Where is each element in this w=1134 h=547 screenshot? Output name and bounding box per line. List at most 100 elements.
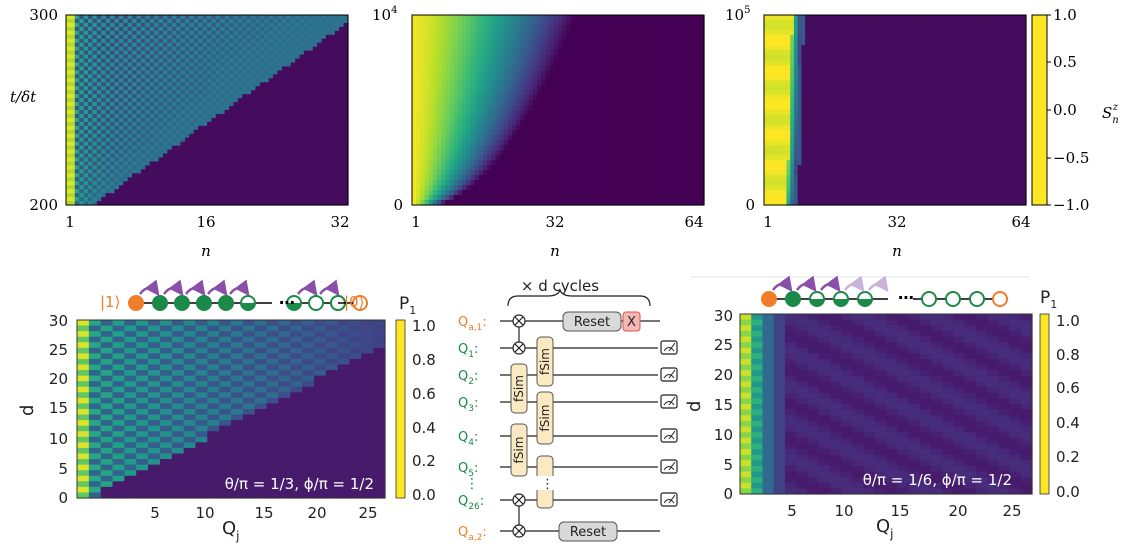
heatmap-cell [101,165,107,170]
heatmap-cell [88,181,94,186]
heatmap-cell [334,145,340,151]
heatmap-cell [583,100,588,106]
heatmap-cell [290,165,296,170]
heatmap-cell [88,161,94,167]
heatmap-cell [220,177,226,182]
heatmap-cell [211,86,217,91]
heatmap-cell [246,42,252,48]
heatmap-cell [321,30,327,36]
heatmap-cell [566,35,572,41]
heatmap-cell [516,50,522,56]
heatmap-cell [193,98,199,103]
heatmap-cell [312,42,318,48]
heatmap-cell [616,40,622,46]
heatmap-cell [176,157,182,163]
heatmap-cell [699,50,705,56]
heatmap-cell [499,145,505,151]
heatmap-cell [202,185,208,190]
heatmap-cell [193,54,199,60]
heatmap-cell [158,62,164,68]
heatmap-cell [83,70,89,75]
heatmap-cell [299,110,305,115]
heatmap-cell [246,50,252,56]
heatmap-cell [574,110,580,116]
heatmap-cell [268,70,274,75]
heatmap-cell [441,95,446,101]
heatmap-cell [66,117,72,123]
heatmap-cell [308,30,314,36]
heatmap-cell [295,169,301,174]
heatmap-cell [286,38,292,44]
heatmap-cell [88,201,94,206]
heatmap-cell [237,58,243,64]
heatmap-cell [237,181,243,186]
heatmap-cell [92,169,98,174]
heatmap-cell [189,169,195,174]
heatmap-cell [268,18,274,24]
heatmap-cell [570,100,576,106]
heatmap-cell [299,197,305,202]
heatmap-cell [620,145,626,151]
heatmap-cell [303,62,309,68]
heatmap-cell [541,120,547,126]
heatmap-cell [628,120,634,126]
heatmap-cell [303,117,309,123]
heatmap-cell [70,66,76,72]
heatmap-cell [176,15,182,20]
heatmap-cell [583,115,588,121]
heatmap-cell [528,105,534,111]
heatmap-cell [290,169,296,174]
heatmap-cell [193,169,199,174]
heatmap-cell [312,117,318,123]
heatmap-cell [167,137,173,143]
heatmap-cell [637,125,643,131]
heatmap-cell [649,105,655,111]
heatmap-cell [445,30,451,36]
heatmap-cell [176,54,182,60]
heatmap-cell [641,65,647,71]
heatmap-cell [246,66,252,72]
heatmap-cell [325,149,331,155]
heatmap-cell [281,169,287,174]
heatmap-cell [633,25,638,31]
heatmap-cell [118,90,124,95]
heatmap-cell [290,121,296,127]
heatmap-cell [180,22,186,28]
heatmap-cell [83,94,89,99]
heatmap-cell [339,201,345,206]
heatmap-cell [229,90,235,95]
heatmap-cell [474,80,480,86]
heatmap-cell [620,15,626,21]
heatmap-cell [268,129,274,135]
heatmap-cell [420,60,426,66]
heatmap-cell [432,25,438,31]
heatmap-cell [437,140,442,146]
heatmap-cell [670,50,676,56]
heatmap-cell [149,125,155,131]
heatmap-cell [140,70,146,75]
heatmap-cell [193,197,199,202]
heatmap-cell [695,100,701,106]
heatmap-cell [683,125,688,131]
heatmap-cell [140,54,146,60]
heatmap-cell [339,169,345,174]
heatmap-cell [312,94,318,99]
heatmap-cell [92,42,98,48]
heatmap-cell [251,98,257,103]
heatmap-cell [118,66,124,72]
heatmap-cell [251,66,257,72]
heatmap-cell [184,141,190,147]
heatmap-cell [162,133,168,139]
heatmap-cell [412,105,417,111]
heatmap-cell [299,102,305,107]
heatmap-cell [312,165,318,170]
heatmap-cell [290,117,296,123]
heatmap-cell [662,95,668,101]
heatmap-cell [145,110,151,115]
heatmap-cell [658,45,663,51]
heatmap-cell [140,74,146,79]
heatmap-cell [140,145,146,151]
heatmap-cell [474,150,480,156]
heatmap-cell [255,18,261,24]
heatmap-cell [334,137,340,143]
